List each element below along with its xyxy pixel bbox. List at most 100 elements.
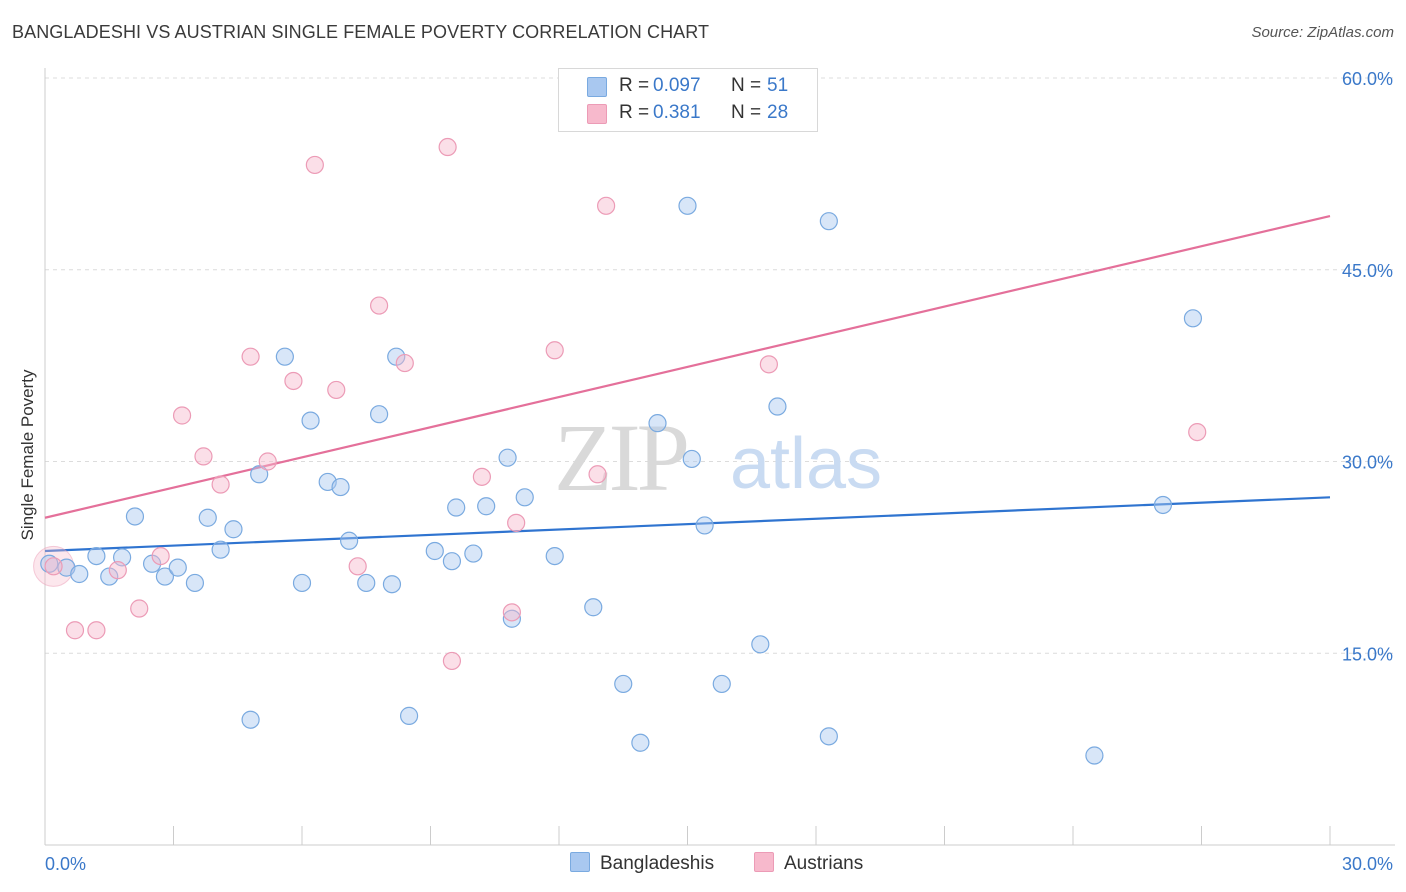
point-bangladeshi: [224, 520, 243, 539]
trend-line-austrian: [44, 214, 1331, 519]
point-bangladeshi: [648, 414, 667, 433]
chart-title: BANGLADESHI VS AUSTRIAN SINGLE FEMALE PO…: [12, 22, 710, 42]
bottom-legend-label: Austrians: [784, 853, 864, 874]
legend-r-value: 0.381: [653, 102, 701, 123]
point-austrian: [241, 347, 260, 366]
point-bangladeshi: [370, 405, 389, 424]
point-bangladeshi: [399, 706, 419, 725]
watermark-atlas: atlas: [730, 424, 882, 504]
point-austrian: [472, 467, 491, 486]
point-bangladeshi: [477, 497, 496, 516]
point-bangladeshi: [331, 477, 350, 497]
legend-n-value: 28: [767, 102, 789, 123]
point-bangladeshi: [545, 546, 564, 566]
point-bangladeshi: [125, 507, 145, 526]
point-austrian: [151, 546, 170, 566]
bottom-legend-swatch-pink: [754, 852, 774, 872]
legend-swatch-blue: [587, 77, 607, 97]
y-tick-label: 30.0%: [1342, 453, 1393, 473]
point-bangladeshi: [301, 411, 320, 430]
watermark-zip: ZIP: [554, 404, 687, 511]
point-bangladeshi: [198, 508, 217, 527]
point-bangladeshi: [768, 397, 787, 416]
legend-row-austrians: R = 0.381 N = 28: [559, 100, 817, 126]
point-austrian: [327, 380, 346, 400]
legend: R = 0.097 N = 51 R = 0.381 N = 28: [558, 68, 818, 132]
legend-r-value: 0.097: [653, 75, 701, 96]
point-bangladeshi: [382, 575, 402, 594]
y-axis-title: Single Female Poverty: [18, 369, 37, 541]
point-bangladeshi: [1085, 746, 1104, 765]
point-bangladeshi: [678, 196, 697, 215]
bottom-legend-swatch-blue: [570, 852, 590, 872]
point-bangladeshi: [357, 573, 376, 593]
point-austrian: [108, 561, 127, 580]
gridlines: [45, 77, 1395, 654]
trend-line-bangladeshi: [44, 496, 1331, 553]
point-bangladeshi: [241, 710, 260, 729]
point-bangladeshi: [682, 449, 701, 469]
legend-r-label: R =: [619, 102, 650, 123]
point-bangladeshi: [819, 212, 838, 231]
legend-row-bangladeshis: R = 0.097 N = 51: [559, 73, 817, 99]
legend-r-label: R =: [619, 75, 650, 96]
point-austrian: [1188, 422, 1207, 442]
point-austrian: [130, 599, 149, 618]
legend-n-label: N =: [731, 102, 762, 123]
point-bangladeshi: [464, 544, 483, 563]
bottom-legend-bangladeshis: Bangladeshis: [570, 852, 714, 875]
point-bangladeshi: [168, 558, 187, 577]
y-tick-label: 15.0%: [1342, 644, 1393, 664]
point-austrian: [597, 196, 616, 215]
point-austrian: [370, 296, 389, 315]
point-austrian: [211, 475, 230, 494]
point-bangladeshi: [819, 727, 838, 746]
source-label: Source: ZipAtlas.com: [1251, 24, 1394, 41]
point-bangladeshi: [515, 488, 534, 507]
y-tick-label: 60.0%: [1342, 69, 1393, 89]
point-bangladeshi: [70, 564, 89, 584]
point-bangladeshi: [185, 573, 205, 593]
point-austrian: [194, 447, 213, 466]
point-bangladeshi: [275, 347, 294, 366]
point-austrian: [305, 155, 324, 175]
bottom-legend-austrians: Austrians: [754, 852, 863, 875]
point-bangladeshi: [211, 540, 230, 559]
point-bangladeshi: [584, 598, 603, 617]
legend-swatch-pink: [587, 104, 607, 124]
watermark: ZIP atlas: [554, 404, 882, 511]
point-cluster: [33, 545, 75, 587]
point-austrian: [507, 513, 526, 532]
point-bangladeshi: [442, 552, 462, 571]
x-tick-label: 0.0%: [45, 854, 86, 874]
point-bangladeshi: [631, 733, 650, 752]
point-bangladeshi: [1183, 309, 1203, 328]
point-austrian: [65, 621, 85, 640]
point-austrian: [395, 353, 414, 373]
point-bangladeshi: [155, 567, 175, 586]
point-bangladeshi: [1153, 495, 1173, 515]
point-bangladeshi: [502, 609, 521, 628]
x-tick-label: 30.0%: [1342, 854, 1393, 874]
point-bangladeshi: [292, 573, 312, 593]
legend-n-label: N =: [731, 75, 762, 96]
point-bangladeshi: [712, 674, 731, 694]
point-austrian: [44, 557, 63, 576]
point-bangladeshi: [425, 541, 444, 561]
trend-lines: [44, 214, 1331, 553]
point-bangladeshi: [751, 635, 770, 654]
legend-n-value: 51: [767, 75, 789, 96]
point-bangladeshi: [498, 448, 517, 467]
point-austrian: [438, 137, 457, 157]
point-austrian: [545, 341, 564, 360]
tick-labels: 15.0% 30.0% 45.0% 60.0% 0.0% 30.0%: [45, 69, 1393, 874]
bottom-legend-label: Bangladeshis: [600, 853, 715, 874]
point-austrian: [258, 452, 277, 471]
point-bangladeshi: [250, 465, 269, 484]
point-bangladeshi: [340, 531, 359, 550]
point-austrian: [442, 651, 462, 671]
point-bangladeshi: [87, 546, 106, 566]
axes: [44, 68, 1395, 846]
point-austrian: [172, 406, 192, 425]
